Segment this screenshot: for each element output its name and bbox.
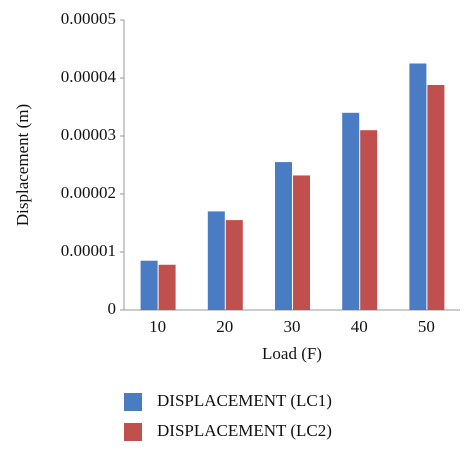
- x-tick-label: 30: [284, 317, 301, 336]
- x-tick-label: 40: [351, 317, 368, 336]
- y-tick-label: 0.00004: [61, 67, 117, 86]
- x-axis-title: Load (F): [262, 344, 322, 363]
- legend-swatch: [124, 423, 142, 441]
- bar: [427, 84, 445, 311]
- y-tick-label: 0: [108, 299, 117, 318]
- bar: [342, 112, 360, 310]
- x-tick-label: 50: [418, 317, 435, 336]
- x-tick-label: 20: [216, 317, 233, 336]
- bar: [225, 220, 243, 310]
- legend-label: DISPLACEMENT (LC1): [157, 391, 332, 410]
- y-tick-label: 0.00003: [61, 125, 116, 144]
- y-tick-label: 0.00005: [61, 9, 116, 28]
- legend-swatch: [124, 393, 142, 411]
- y-tick-label: 0.00001: [61, 241, 116, 260]
- y-tick-label: 0.00002: [61, 183, 116, 202]
- x-tick-label: 10: [149, 317, 166, 336]
- legend-label: DISPLACEMENT (LC2): [157, 421, 332, 440]
- bar: [158, 264, 176, 310]
- bar: [293, 175, 310, 310]
- bar: [409, 63, 427, 310]
- bar: [207, 211, 225, 310]
- bar: [275, 162, 292, 310]
- y-axis-title: Displacement (m): [13, 104, 32, 226]
- bar: [140, 260, 158, 310]
- bar: [360, 130, 378, 310]
